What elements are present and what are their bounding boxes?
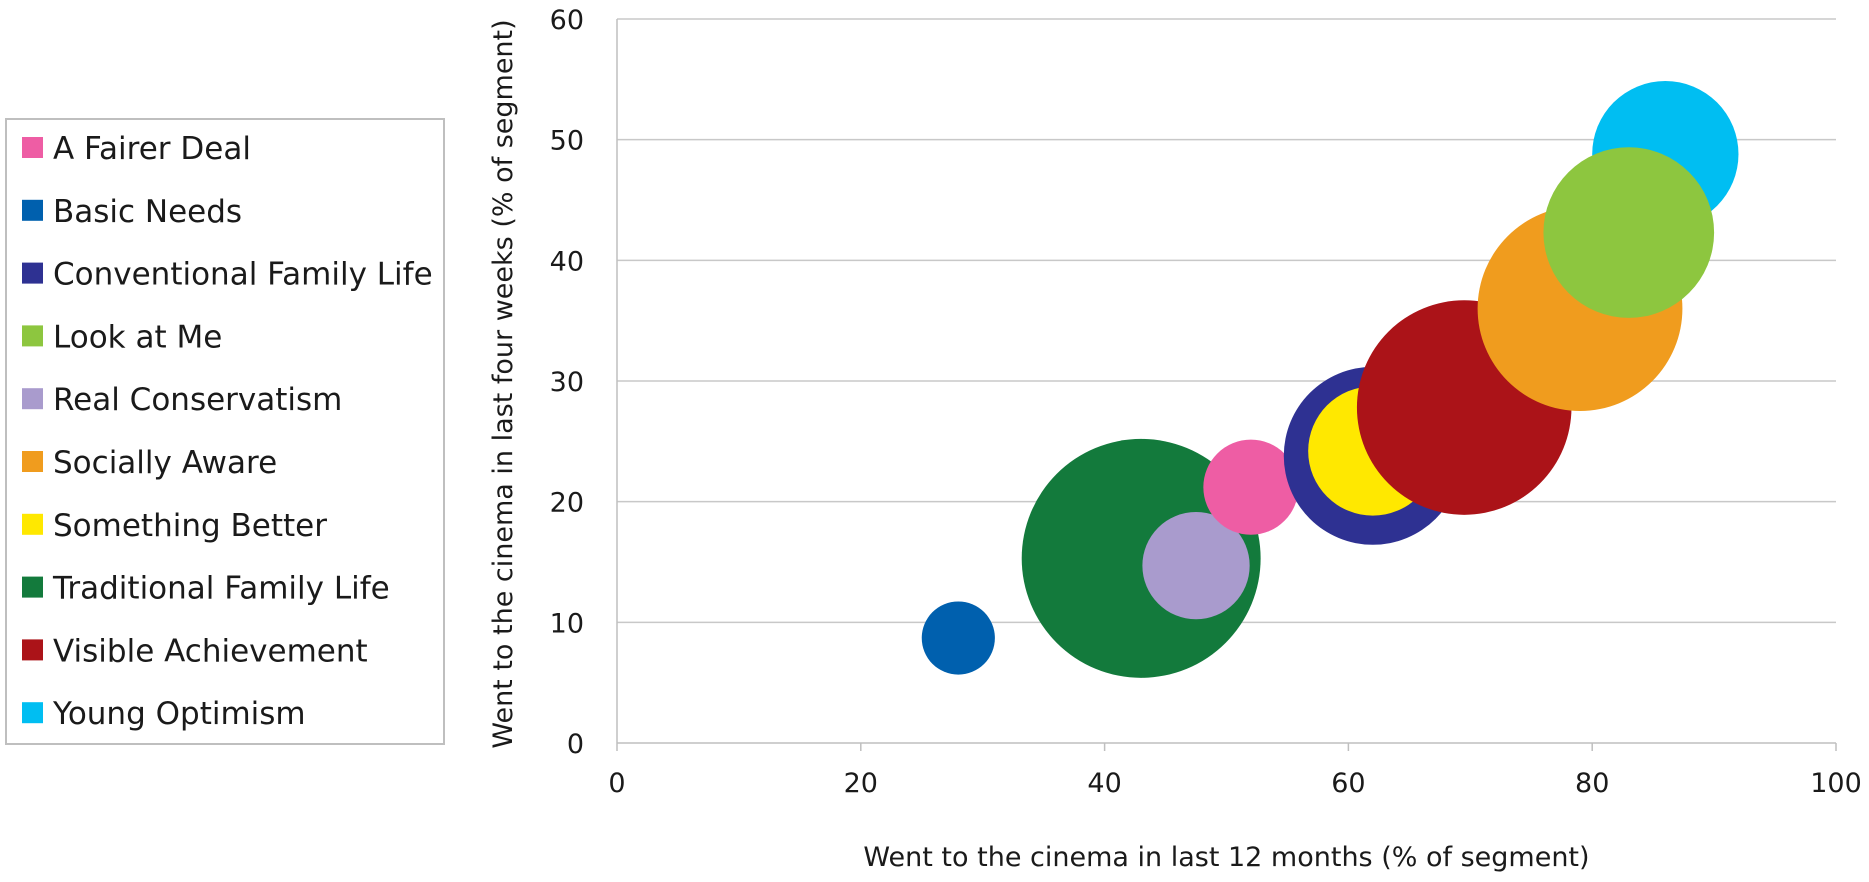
- legend-label-basic-needs: Basic Needs: [53, 194, 242, 230]
- x-tick-label: 0: [608, 768, 625, 799]
- legend-swatch-basic-needs: [22, 199, 43, 221]
- legend-swatch-socially-aware: [22, 451, 43, 472]
- x-tick-label: 80: [1575, 768, 1609, 799]
- y-tick-label: 0: [567, 729, 584, 760]
- legend-frame: [5, 118, 445, 745]
- legend-label-real-conservatism: Real Conservatism: [53, 382, 342, 418]
- x-tick-label: 20: [844, 768, 878, 799]
- bubble-real-conservatism: [1142, 511, 1250, 620]
- y-tick-label: 50: [550, 126, 584, 157]
- bubble-a-fairer-deal: [1203, 439, 1299, 535]
- x-tick-label: 60: [1331, 768, 1365, 799]
- legend-swatch-real-conservatism: [22, 388, 43, 410]
- legend-swatch-conventional-family-life: [22, 262, 43, 284]
- y-tick-label: 10: [550, 608, 584, 639]
- legend-label-traditional-family-life: Traditional Family Life: [52, 571, 390, 607]
- legend-label-something-better: Something Better: [53, 508, 327, 544]
- plot-bubbles: [921, 81, 1739, 678]
- x-axis-title: Went to the cinema in last 12 months (% …: [863, 842, 1589, 873]
- bubble-look-at-me: [1543, 147, 1715, 318]
- tick-labels: 0 10 20 30 40 50 60 0 20 40 60 80 100: [550, 5, 1862, 799]
- gridlines: [617, 18, 1836, 624]
- legend-swatch-look-at-me: [22, 325, 43, 347]
- legend: A Fairer Deal Basic Needs Conventional Fam…: [5, 118, 445, 745]
- legend-label-visible-achievement: Visible Achievement: [53, 633, 368, 669]
- y-tick-label: 40: [550, 246, 584, 277]
- x-tick-label: 40: [1087, 768, 1121, 799]
- legend-swatch-something-better: [22, 513, 43, 535]
- bubble-basic-needs: [921, 601, 995, 675]
- legend-label-a-fairer-deal: A Fairer Deal: [53, 131, 251, 167]
- x-tick-label: 100: [1810, 768, 1862, 799]
- legend-swatch-a-fairer-deal: [22, 137, 43, 158]
- legend-label-young-optimism: Young Optimism: [52, 696, 306, 732]
- legend-label-conventional-family-life: Conventional Family Life: [53, 257, 433, 293]
- legend-label-socially-aware: Socially Aware: [53, 445, 277, 481]
- legend-swatch-traditional-family-life: [22, 576, 43, 598]
- legend-swatch-young-optimism: [22, 702, 43, 724]
- y-tick-label: 20: [550, 488, 584, 519]
- y-tick-label: 60: [550, 5, 584, 36]
- legend-label-look-at-me: Look at Me: [53, 319, 222, 355]
- legend-swatch-visible-achievement: [22, 639, 43, 661]
- axes: [616, 19, 1837, 751]
- y-tick-label: 30: [550, 367, 584, 398]
- y-axis-title: Went to the cinema in last four weeks (%…: [488, 19, 519, 748]
